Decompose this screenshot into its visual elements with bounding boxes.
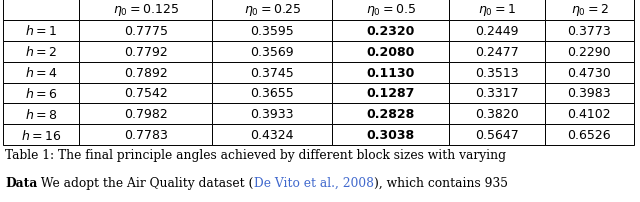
Text: Data: Data (5, 176, 38, 189)
Text: De Vito et al., 2008: De Vito et al., 2008 (254, 176, 374, 189)
Text: Table 1: The final principle angles achieved by different block sizes with varyi: Table 1: The final principle angles achi… (5, 148, 506, 161)
Text: We adopt the Air Quality dataset (: We adopt the Air Quality dataset ( (38, 176, 254, 189)
Text: ), which contains 935: ), which contains 935 (374, 176, 508, 189)
